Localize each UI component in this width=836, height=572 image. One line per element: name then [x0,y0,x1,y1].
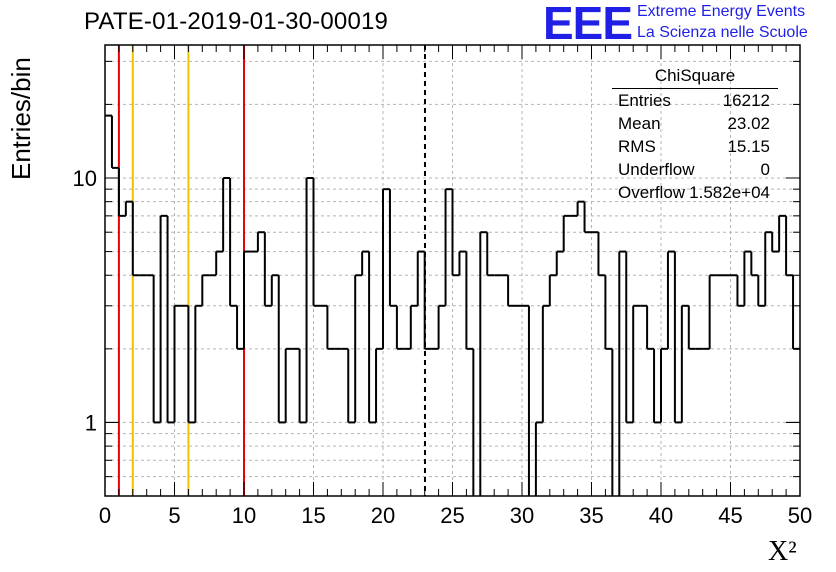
stat-value: 1.582e+04 [689,183,770,202]
stat-name: Underflow [618,160,695,179]
x-tick-label: 10 [232,503,256,528]
stat-row-mean: Mean 23.02 [612,112,778,135]
logo-line-2: La Scienza nelle Scuole [637,24,808,41]
y-tick-label: 1 [85,410,97,435]
stat-row-underflow: Underflow 0 [612,158,778,181]
x-tick-label: 45 [718,503,742,528]
histogram-bins [105,114,800,496]
stat-name: Mean [618,114,661,133]
x-tick-label: 40 [649,503,673,528]
stat-row-rms: RMS 15.15 [612,135,778,158]
stat-row-entries: Entries 16212 [612,89,778,112]
stat-name: Entries [618,91,671,110]
stat-value: 15.15 [727,137,770,156]
x-axis-label: X² [768,536,797,567]
stat-value: 0 [760,160,770,179]
y-axis-label: Entries/bin [6,57,36,180]
stat-row-overflow: Overflow 1.582e+04 [612,181,778,204]
x-tick-label: 25 [440,503,464,528]
x-tick-label: 0 [99,503,111,528]
x-tick-label: 35 [579,503,603,528]
logo-line-1: Extreme Energy Events [637,3,806,20]
x-tick-label: 5 [168,503,180,528]
stat-name: Overflow [618,183,686,202]
stat-value: 23.02 [727,114,770,133]
x-tick-label: 20 [371,503,395,528]
plot-title: PATE-01-2019-01-30-00019 [84,8,389,35]
x-tick-label: 15 [301,503,325,528]
x-tick-label: 30 [510,503,534,528]
stat-value: 16212 [722,91,770,110]
y-tick-label: 10 [73,166,97,191]
stats-box: ChiSquare Entries 16212 Mean 23.02 RMS 1… [612,66,778,204]
stat-name: RMS [618,137,656,156]
eee-logo: EEE [543,0,633,49]
x-tick-label: 50 [788,503,812,528]
stats-title: ChiSquare [612,66,778,89]
